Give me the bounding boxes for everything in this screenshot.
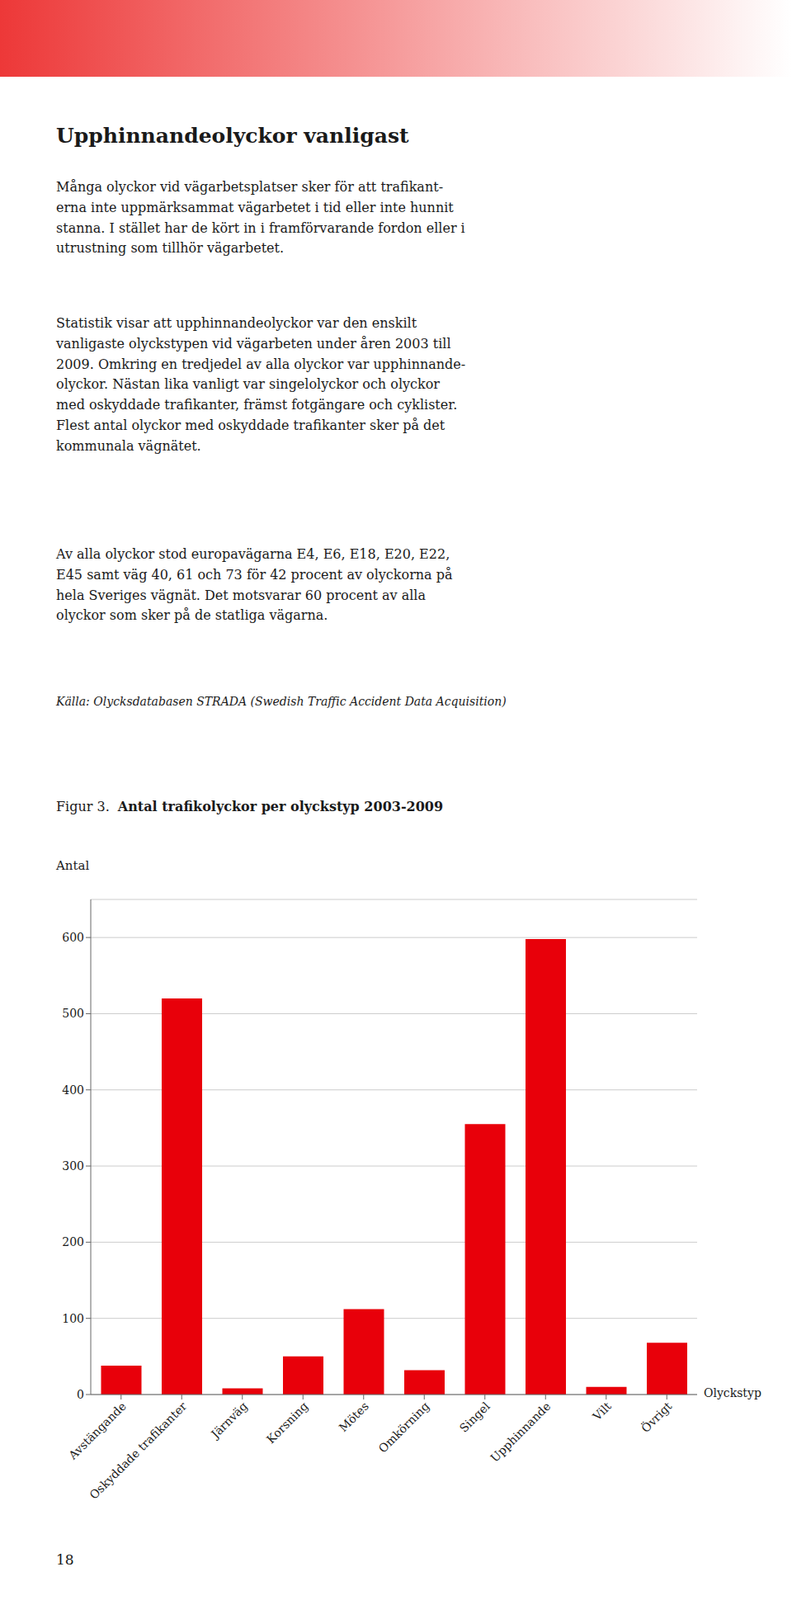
svg-text:Avstängande: Avstängande: [65, 1399, 129, 1463]
svg-text:Singel: Singel: [457, 1398, 493, 1434]
html-text:Figur 3.: Figur 3.: [56, 798, 110, 815]
svg-text:Vilt: Vilt: [589, 1399, 615, 1424]
svg-text:Omkörning: Omkörning: [376, 1399, 433, 1456]
html-text:Av alla olyckor stod europaväg: Av alla olyckor stod europavägarna E4, E…: [56, 546, 453, 624]
svg-text:100: 100: [61, 1311, 85, 1325]
html-text:Många olyckor vid vägarbetspla: Många olyckor vid vägarbetsplatser sker …: [56, 179, 466, 257]
svg-text:400: 400: [61, 1083, 85, 1097]
svg-text:300: 300: [61, 1159, 85, 1173]
svg-text:200: 200: [61, 1235, 85, 1249]
html-text:Antal trafikolyckor per olycks: Antal trafikolyckor per olyckstyp 2003-2…: [117, 798, 444, 815]
svg-text:Övrigt: Övrigt: [637, 1398, 675, 1435]
svg-text:Korsning: Korsning: [264, 1399, 311, 1446]
html-text:Statistik visar att upphinnand: Statistik visar att upphinnandeolyckor v…: [56, 315, 466, 454]
svg-text:500: 500: [61, 1006, 85, 1020]
svg-text:Upphinnande: Upphinnande: [487, 1399, 553, 1465]
svg-text:0: 0: [76, 1387, 85, 1401]
svg-text:Mötes: Mötes: [336, 1399, 372, 1434]
html-text:Upphinnandeolyckor vanligast: Upphinnandeolyckor vanligast: [56, 123, 409, 148]
html-text:18: 18: [56, 1551, 74, 1568]
html-text:Källa: Olycksdatabasen STRADA: Källa: Olycksdatabasen STRADA (Swedish T…: [56, 694, 507, 708]
svg-text:Järnväg: Järnväg: [207, 1399, 250, 1443]
html-text:Antal: Antal: [56, 858, 90, 873]
svg-text:600: 600: [61, 930, 85, 944]
svg-text:Oskyddade trafikanter: Oskyddade trafikanter: [86, 1399, 189, 1502]
html-text:Olyckstyp: Olyckstyp: [703, 1386, 762, 1400]
